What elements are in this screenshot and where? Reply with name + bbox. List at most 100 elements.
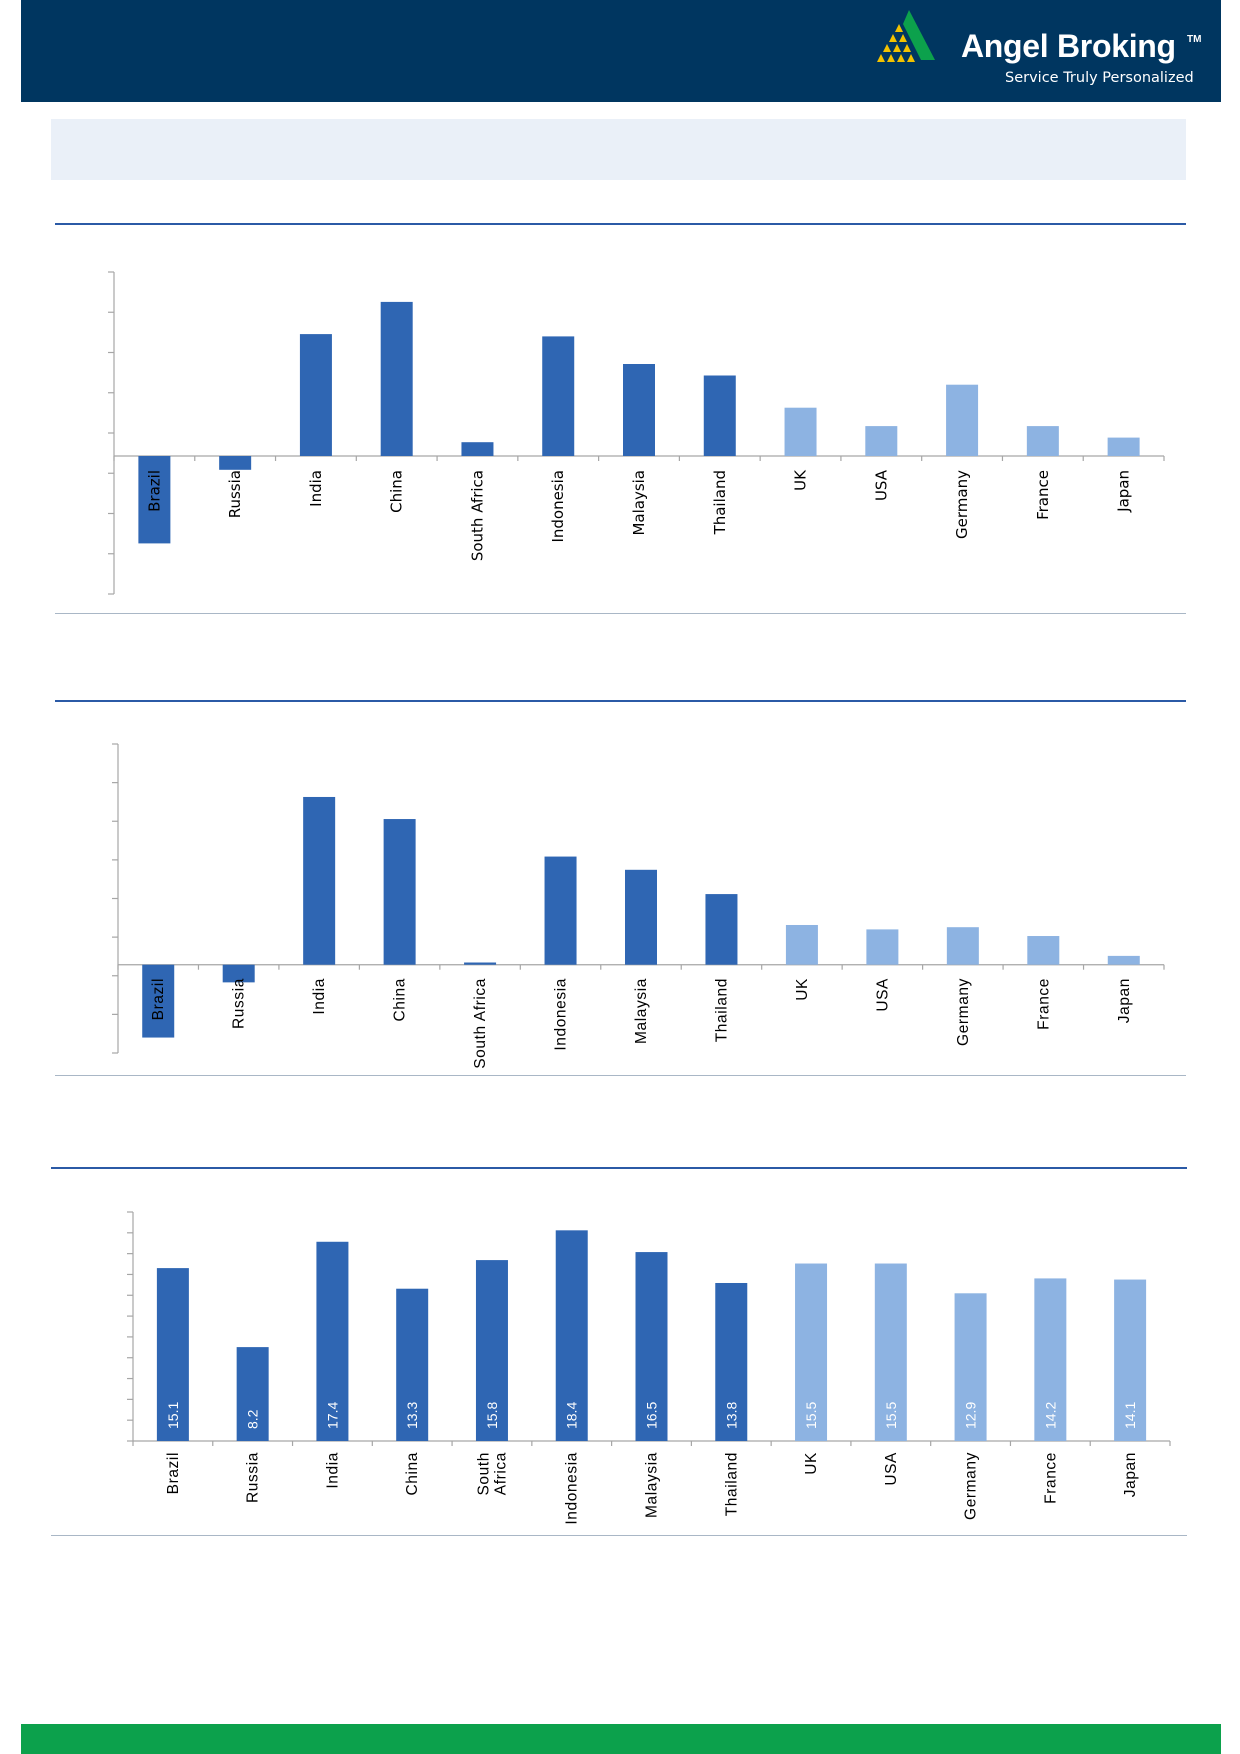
chart3-bar-china (396, 1288, 429, 1441)
chart2-label-india: India (311, 978, 328, 1015)
chart3-value-france: 14.2 (1042, 1402, 1058, 1429)
chart3-label-usa: USA (883, 1452, 900, 1486)
chart3-label-south-africa-0: South (475, 1452, 492, 1496)
chart1-label-russia: Russia (226, 470, 244, 518)
chart3-label-indonesia: Indonesia (564, 1452, 581, 1525)
chart1-label-india: India (307, 470, 325, 507)
chart1-label-uk: UK (792, 469, 810, 491)
chart1-label-south-africa: South Africa (468, 470, 486, 561)
chart-3: Brazil 15.1 Russia 8.2 India 17.4 China 13.3 Sou… (127, 1211, 1171, 1525)
chart2-label-brazil: Brazil (150, 978, 167, 1020)
chart-1: Brazil Russia India China South Africa Indone… (108, 271, 1165, 595)
brand-name: Angel Broking (961, 28, 1176, 64)
chart3-value-south-africa: 15.8 (484, 1402, 500, 1429)
chart3-bar-malaysia (635, 1252, 668, 1441)
chart3-value-brazil: 15.1 (165, 1402, 181, 1429)
chart3-label-germany: Germany (963, 1452, 980, 1520)
chart3-label-uk: UK (803, 1452, 820, 1475)
chart1-bar-malaysia (623, 364, 655, 456)
chart3-value-russia: 8.2 (245, 1409, 261, 1429)
chart3-label-thailand: Thailand (723, 1452, 740, 1516)
chart1-bar-brazil (138, 456, 171, 544)
chart1-label-indonesia: Indonesia (549, 470, 567, 543)
page-header: Angel Broking TM Service Truly Personali… (21, 0, 1221, 102)
chart2-label-china: China (392, 978, 409, 1022)
chart3-value-indonesia: 18.4 (564, 1402, 580, 1429)
chart2-bottom-rule (55, 1075, 1186, 1076)
title-band (51, 119, 1186, 180)
chart1-bar-usa (865, 426, 898, 456)
chart2-bar-indonesia (544, 856, 577, 965)
chart3-top-rule (51, 1167, 1187, 1169)
chart1-bar-south-africa (461, 442, 494, 456)
chart2-label-france: France (1035, 978, 1052, 1030)
chart2-bar-japan (1107, 955, 1140, 965)
chart3-label-malaysia: Malaysia (644, 1452, 661, 1518)
chart1-bar-russia (219, 456, 252, 470)
chart2-bar-usa (866, 929, 899, 965)
chart3-value-uk: 15.5 (803, 1402, 819, 1429)
chart1-top-rule (55, 223, 1186, 225)
chart1-bar-thailand (703, 375, 736, 456)
chart1-bar-indonesia (542, 336, 575, 456)
trademark-mark: TM (1187, 34, 1202, 45)
chart2-label-uk: UK (794, 978, 811, 1001)
chart1-bar-china (380, 301, 413, 456)
chart1-bar-japan (1107, 437, 1140, 456)
chart3-label-south-africa-1: Africa (492, 1452, 509, 1495)
chart2-bar-china (383, 819, 416, 965)
chart2-bar-germany (946, 927, 979, 965)
chart2-bar-brazil (142, 964, 175, 1038)
chart2-bar-uk (785, 924, 818, 965)
chart1-bar-france (1026, 426, 1059, 456)
chart3-value-thailand: 13.8 (723, 1402, 739, 1429)
chart1-label-germany: Germany (953, 470, 971, 539)
chart1-bar-india (299, 334, 332, 456)
chart3-bar-france (1034, 1278, 1067, 1441)
chart1-label-thailand: Thailand (711, 470, 729, 535)
chart1-bottom-rule (55, 613, 1186, 614)
chart3-value-usa: 15.5 (883, 1402, 899, 1429)
chart2-label-germany: Germany (955, 978, 972, 1046)
chart3-bottom-rule (51, 1535, 1187, 1536)
chart3-label-russia: Russia (245, 1452, 262, 1503)
chart3-value-germany: 12.9 (963, 1402, 979, 1429)
chart3-value-japan: 14.1 (1122, 1402, 1138, 1429)
chart-2: Brazil Russia India China South Africa Indone… (112, 743, 1165, 1069)
chart2-bar-south-africa (464, 962, 497, 965)
chart2-label-indonesia: Indonesia (553, 978, 570, 1051)
chart3-label-brazil: Brazil (165, 1452, 182, 1494)
chart1-label-brazil: Brazil (145, 470, 163, 512)
chart3-bar-thailand (715, 1282, 748, 1441)
chart3-bar-germany (954, 1293, 987, 1441)
chart2-label-thailand: Thailand (713, 978, 730, 1042)
chart2-bar-russia (222, 964, 255, 983)
brand-tagline: Service Truly Personalized (1005, 70, 1194, 86)
chart3-bar-brazil (156, 1268, 189, 1441)
chart3-bar-india (316, 1241, 349, 1441)
chart3-bar-indonesia (555, 1230, 588, 1441)
chart3-bar-russia (236, 1347, 269, 1441)
chart2-bar-france (1027, 936, 1060, 965)
chart3-value-malaysia: 16.5 (644, 1402, 660, 1429)
chart1-bar-germany (946, 384, 979, 456)
chart3-bar-uk (795, 1263, 828, 1441)
chart1-label-usa: USA (872, 469, 890, 501)
chart2-label-south-africa: South Africa (472, 978, 489, 1069)
page-footer (21, 1724, 1221, 1754)
chart2-bar-thailand (705, 894, 738, 965)
chart3-label-france: France (1042, 1452, 1059, 1504)
chart3-label-japan: Japan (1122, 1452, 1139, 1497)
chart2-top-rule (55, 700, 1186, 702)
angel-broking-logo: Angel Broking TM Service Truly Personali… (873, 10, 1223, 90)
chart3-value-india: 17.4 (324, 1402, 340, 1429)
chart2-label-malaysia: Malaysia (633, 978, 650, 1044)
chart3-label-india: India (324, 1452, 341, 1489)
chart3-label-china: China (404, 1452, 421, 1496)
chart2-bar-india (303, 796, 336, 965)
chart1-label-japan: Japan (1115, 470, 1133, 513)
chart2-label-japan: Japan (1116, 978, 1133, 1023)
chart1-label-china: China (388, 470, 406, 513)
chart2-label-usa: USA (874, 978, 891, 1012)
chart3-bar-japan (1114, 1279, 1147, 1441)
